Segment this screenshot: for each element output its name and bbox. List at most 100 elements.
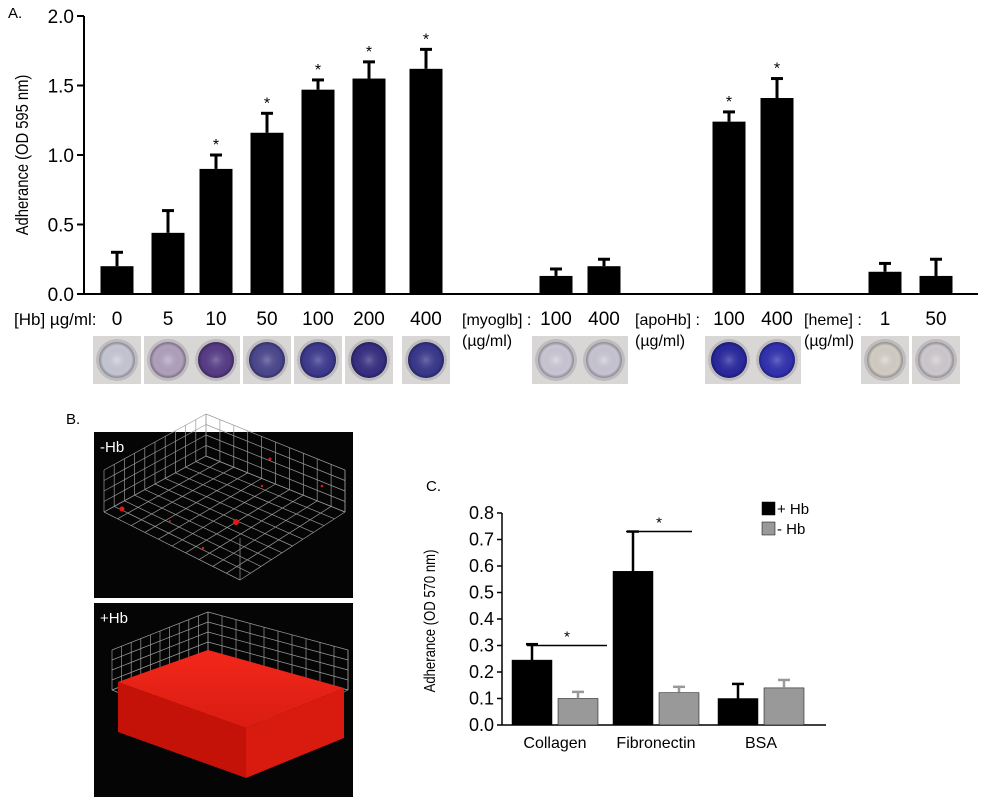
well-shading	[99, 342, 135, 378]
panel-a-well-images	[93, 336, 960, 384]
grid-line	[171, 483, 276, 547]
bar-c	[658, 692, 700, 726]
panel-c: C. 0.0 0.1 0.2 0.3 0.4 0.5 0.6 0.7 0.8 Adherance …	[422, 478, 826, 752]
group-unit-label-a: (µg/ml)	[804, 333, 854, 350]
bar-a	[409, 68, 443, 294]
grid-line	[239, 511, 346, 581]
category-label-a: 100	[540, 309, 572, 330]
bar-a	[712, 121, 746, 294]
y-tick-label-a: 0.0	[48, 285, 74, 306]
y-tick-label-c: 0.4	[469, 609, 494, 629]
bar-a	[760, 98, 794, 294]
y-axis-title-c: Adherance (OD 570 nm)	[422, 550, 439, 693]
bar-c	[511, 659, 553, 726]
well-shading	[759, 342, 795, 378]
category-label-a: 50	[256, 309, 277, 330]
well-shading	[538, 342, 574, 378]
y-tick-label-a: 1.5	[48, 77, 74, 98]
grid-3d-minus-hb	[103, 413, 346, 581]
panel-b: B. -Hb	[66, 411, 353, 797]
group-label-a: [heme] :	[804, 312, 862, 329]
bar-a	[199, 168, 233, 294]
well-shading	[249, 342, 285, 378]
category-label-a: 400	[761, 309, 793, 330]
group-unit-label-a: (µg/ml)	[462, 333, 512, 350]
bar-a	[151, 232, 185, 294]
y-tick-label-c: 0.5	[469, 583, 494, 603]
category-label-a: 100	[302, 309, 334, 330]
significance-star-a: *	[315, 62, 321, 79]
y-tick-label-c: 0.6	[469, 556, 494, 576]
red-clusters-minus-hb	[119, 457, 324, 550]
y-tick-label-a: 1.0	[48, 146, 74, 167]
significance-star-a: *	[213, 137, 219, 154]
y-tick-label-a: 2.0	[48, 7, 74, 28]
minus-hb-label: -Hb	[100, 439, 124, 456]
bar-a	[352, 78, 386, 294]
bar-c	[612, 571, 654, 726]
grid-line	[185, 466, 325, 526]
category-label-a: 5	[163, 309, 174, 330]
bar-a	[868, 271, 902, 294]
category-label-a: 200	[353, 309, 385, 330]
significance-star-c: *	[564, 629, 570, 646]
significance-star-a: *	[423, 31, 429, 48]
bar-a	[539, 275, 573, 294]
well-shading	[867, 342, 903, 378]
bar-c	[717, 698, 759, 726]
grid-line	[199, 494, 304, 560]
well-shading	[198, 342, 234, 378]
significance-star-a: *	[366, 44, 372, 61]
group-unit-label-a: (µg/ml)	[635, 333, 685, 350]
category-label-c: BSA	[745, 735, 777, 752]
y-tick-label-a: 0.5	[48, 216, 74, 237]
legend-swatch-c	[761, 521, 776, 536]
red-slab-plus-hb	[118, 650, 344, 778]
bar-c	[763, 687, 805, 726]
bar-a	[250, 132, 284, 294]
grid-line	[226, 506, 332, 574]
y-tick-label-c: 0.0	[469, 715, 494, 735]
y-tick-label-c: 0.1	[469, 689, 494, 709]
plus-hb-label: +Hb	[100, 610, 128, 627]
panel-a-axes: 0.0 0.5 1.0 1.5 2.0 Adherance (OD 595 nm)	[13, 7, 978, 306]
grid-line	[175, 472, 314, 533]
panel-a-category-labels: 0 5 10 50 100 200 400 100 400 100 400 1 50 [Hb] µg/ml…	[14, 309, 947, 350]
legend-swatch-c	[761, 501, 776, 516]
group-label-a: [myoglb] :	[462, 312, 531, 329]
well-shading	[711, 342, 747, 378]
group-label-a: [apoHb] :	[635, 312, 700, 329]
grid-line	[212, 500, 318, 567]
panel-a-bars: * * * * * * *	[100, 31, 953, 294]
grid-line	[165, 478, 304, 540]
bar-a	[587, 266, 621, 294]
bar-a	[301, 89, 335, 294]
panel-c-bars: Collagen Fibronectin BSA * *	[511, 515, 805, 752]
category-label-a: 50	[925, 309, 946, 330]
panel-b-image-plus-hb: +Hb	[94, 603, 353, 797]
panel-c-label: C.	[426, 478, 441, 495]
bar-c	[557, 698, 599, 726]
y-tick-label-c: 0.8	[469, 503, 494, 523]
panel-a-label: A.	[8, 5, 22, 22]
y-tick-label-c: 0.3	[469, 636, 494, 656]
well-shading	[918, 342, 954, 378]
panel-b-label: B.	[66, 411, 80, 428]
category-label-a: 400	[410, 309, 442, 330]
category-label-a: 1	[880, 309, 891, 330]
well-shading	[408, 342, 444, 378]
well-shading	[351, 342, 387, 378]
panel-c-legend: + Hb - Hb	[761, 501, 809, 538]
panel-b-image-minus-hb: -Hb	[94, 413, 353, 598]
bar-a	[919, 275, 953, 294]
y-tick-label-c: 0.2	[469, 662, 494, 682]
significance-star-a: *	[774, 61, 780, 78]
category-label-a: 100	[713, 309, 745, 330]
category-label-c: Fibronectin	[616, 735, 695, 752]
bar-a	[100, 266, 134, 294]
legend-label-c: - Hb	[777, 521, 805, 538]
y-axis-title-a: Adherance (OD 595 nm)	[13, 75, 33, 236]
significance-star-c: *	[656, 515, 662, 532]
category-label-a: 400	[588, 309, 620, 330]
